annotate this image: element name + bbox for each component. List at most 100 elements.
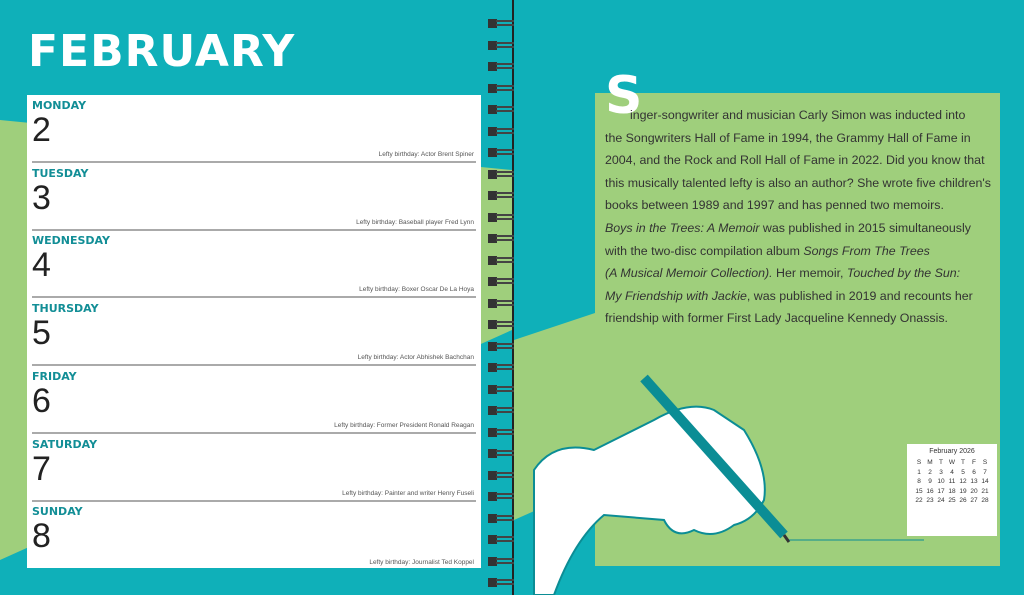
calendar-date: 18 [948,487,956,495]
day-row[interactable]: SUNDAY 8 Lefty birthday: Journalist Ted Ko… [32,501,476,569]
text-segment: inger-songwriter and musician Carly Simo… [630,108,966,122]
spiral-ring [488,126,518,136]
calendar-date: 25 [948,497,956,505]
calendar-date: 20 [970,487,978,495]
spiral-ring [488,470,518,480]
text-line: this musically talented lefty is also an… [605,172,991,195]
article-text: inger-songwriter and musician Carly Simo… [605,104,991,330]
day-number: 2 [32,111,51,149]
text-segment: was published in 2015 simultaneously [759,220,971,235]
right-page: S inger-songwriter and musician Carly Si… [514,0,1024,595]
calendar-date: 9 [928,478,932,486]
text-segment: , was published in 2019 and recounts her [746,288,973,303]
text-segment: Songs From The Trees [803,243,930,258]
calendar-date: 28 [981,497,989,505]
lefty-birthday-note: Lefty birthday: Actor Brent Spiner [378,151,474,158]
spiral-ring [488,491,518,501]
spiral-ring [488,556,518,566]
lefty-birthday-note: Lefty birthday: Painter and writer Henry… [342,489,474,497]
text-segment: (A Musical Memoir Collection). [605,266,773,281]
text-line: My Friendship with Jackie, was published… [605,285,991,308]
spiral-ring [488,104,518,114]
spiral-ring [488,384,518,394]
calendar-date: 15 [915,487,923,495]
text-segment: My Friendship with Jackie [605,288,747,303]
spiral-binding [488,0,528,595]
day-name: THURSDAY [32,302,99,316]
day-name: SATURDAY [32,437,98,451]
calendar-date: 5 [961,468,965,476]
month-title: FEBRUARY [28,26,296,77]
lefty-birthday-note: Lefty birthday: Baseball player Fred Lyn… [356,218,474,226]
day-number: 5 [32,314,51,353]
calendar-date: 16 [926,487,934,495]
day-number: 7 [32,449,51,488]
day-number: 4 [32,246,51,285]
day-row[interactable]: FRIDAY 6 Lefty birthday: Former President … [32,366,476,434]
calendar-date: 22 [915,497,923,505]
calendar-date: 23 [926,497,934,505]
day-row[interactable]: SATURDAY 7 Lefty birthday: Painter and wri… [32,434,476,502]
weekday-label: S [982,459,988,467]
calendar-date: 3 [939,468,943,476]
day-number: 6 [32,381,51,420]
calendar-date: 2 [928,468,932,476]
lefty-birthday-note: Lefty birthday: Actor Abhishek Bachchan [357,354,474,362]
spiral-ring [488,341,518,351]
spiral-ring [488,40,518,50]
text-line: 2004, and the Rock and Roll Hall of Fame… [605,149,991,172]
day-name: FRIDAY [32,369,77,383]
text-segment: with the two-disc compilation album [605,243,804,258]
day-row[interactable]: WEDNESDAY 4 Lefty birthday: Boxer Oscar De… [32,230,476,299]
day-name: TUESDAY [32,166,89,180]
calendar-date: 26 [959,497,967,505]
mini-calendar: February 2026 S M T W T F S 1 2 3 4 5 6 7 8 9 10 11 12 13 14… [907,444,997,536]
spiral-ring [488,212,518,222]
calendar-date: 11 [948,478,956,486]
weekday-label: T [961,459,965,467]
weekday-label: M [927,459,933,467]
calendar-date: 7 [983,468,987,476]
weekday-label: F [972,459,976,467]
calendar-date: 8 [917,478,921,486]
day-row[interactable]: MONDAY 2 Lefty birthday: Actor Brent Spine… [32,95,476,163]
text-segment: Boys in the Trees: A Memoir [605,220,760,235]
day-name: MONDAY [32,99,87,112]
text-line: Boys in the Trees: A Memoir was publishe… [605,217,991,240]
day-row[interactable]: THURSDAY 5 Lefty birthday: Actor Abhishek … [32,298,476,367]
day-name: SUNDAY [32,505,83,519]
spiral-ring [488,18,518,28]
text-segment: the Songwriters Hall of Fame in 1994, th… [605,130,971,145]
spiral-ring [488,276,518,286]
daily-planner-card: MONDAY 2 Lefty birthday: Actor Brent Spine… [27,95,481,568]
spiral-ring [488,233,518,243]
spiral-ring [488,513,518,523]
calendar-date: 17 [937,487,945,495]
calendar-date: 1 [917,468,921,476]
calendar-date: 27 [970,497,978,505]
text-line: with the two-disc compilation album Song… [605,240,991,263]
weekday-label: T [939,459,943,467]
lefty-birthday-note: Lefty birthday: Boxer Oscar De La Hoya [359,286,474,294]
text-segment: friendship with former First Lady Jacque… [605,311,948,326]
day-number: 3 [32,178,51,217]
spiral-ring [488,255,518,265]
spiral-ring [488,405,518,415]
spiral-ring [488,534,518,544]
left-page: FEBRUARY MONDAY 2 Lefty birthday: Actor Br… [0,0,512,595]
calendar-date: 14 [981,478,989,486]
day-name: WEDNESDAY [32,234,110,248]
calendar-date: 19 [959,487,967,495]
text-line: books between 1989 and 1997 and has penn… [605,194,991,217]
weekday-label: S [916,459,922,467]
lefty-birthday-note: Lefty birthday: Journalist Ted Koppel [369,559,474,567]
calendar-date: 10 [937,478,945,486]
spiral-ring [488,190,518,200]
day-number: 8 [32,517,51,556]
text-segment: books between 1989 and 1997 and has penn… [605,198,944,213]
spiral-ring [488,448,518,458]
day-row[interactable]: TUESDAY 3 Lefty birthday: Baseball player … [32,163,476,231]
text-line: the Songwriters Hall of Fame in 1994, th… [605,127,991,150]
hand-pencil-illustration [533,374,924,595]
